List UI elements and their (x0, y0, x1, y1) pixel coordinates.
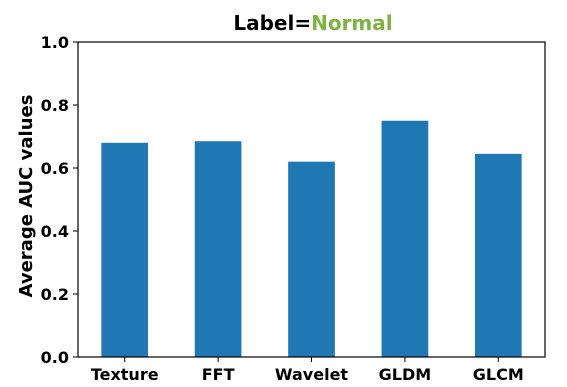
y-tick-label: 0.6 (41, 159, 69, 178)
bar-glcm (474, 153, 522, 357)
x-ticks-group: Texture FFT Wavelet GLDM GLCM (91, 357, 524, 384)
y-tick-label: 0.8 (41, 96, 69, 115)
y-tick-label: 0.0 (41, 348, 69, 367)
chart-title-prefix: Label= (233, 11, 311, 35)
x-tick-label-gldm: GLDM (379, 365, 432, 384)
x-tick-label-glcm: GLCM (473, 365, 524, 384)
y-axis-label: Average AUC values (16, 95, 37, 298)
chart-title-highlight: Normal (311, 11, 393, 35)
chart-title: Label=Normal (233, 11, 392, 35)
bars-group (101, 120, 522, 357)
y-tick-label: 0.4 (41, 222, 69, 241)
y-ticks-group: 0.0 0.2 0.4 0.6 0.8 1.0 (41, 33, 78, 367)
x-tick-label-texture: Texture (91, 365, 159, 384)
bar-wavelet (288, 161, 335, 357)
x-tick-label-wavelet: Wavelet (275, 365, 348, 384)
y-tick-label: 0.2 (41, 285, 69, 304)
bar-texture (101, 142, 149, 357)
plot-frame (77, 41, 546, 358)
bar-fft (194, 141, 242, 357)
x-tick-label-fft: FFT (202, 365, 235, 384)
bar-gldm (381, 120, 429, 357)
y-tick-label: 1.0 (41, 33, 69, 52)
